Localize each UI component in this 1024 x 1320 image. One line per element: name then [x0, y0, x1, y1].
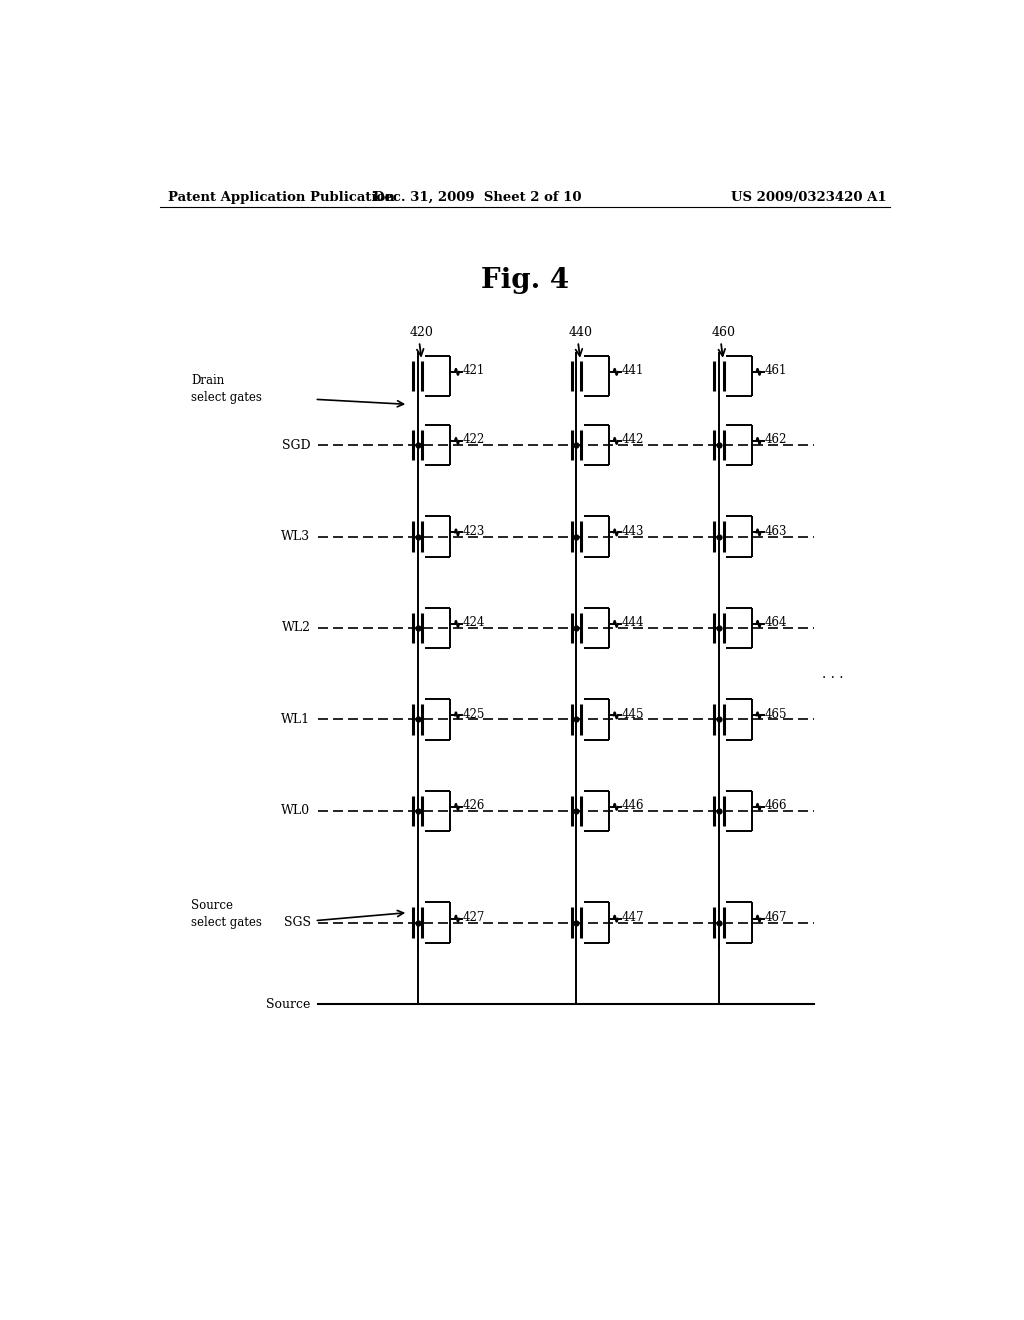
Text: Source
select gates: Source select gates [191, 899, 262, 928]
Text: 445: 445 [622, 708, 644, 721]
Text: 466: 466 [765, 800, 787, 812]
Text: 465: 465 [765, 708, 787, 721]
Text: Dec. 31, 2009  Sheet 2 of 10: Dec. 31, 2009 Sheet 2 of 10 [373, 190, 582, 203]
Text: Drain
select gates: Drain select gates [191, 374, 262, 404]
Text: 442: 442 [622, 433, 644, 446]
Text: 421: 421 [463, 364, 485, 378]
Text: 441: 441 [622, 364, 644, 378]
Text: SGD: SGD [282, 438, 310, 451]
Text: 444: 444 [622, 616, 644, 630]
Text: 427: 427 [463, 911, 485, 924]
Text: . . .: . . . [822, 667, 844, 681]
Text: 467: 467 [765, 911, 787, 924]
Text: 440: 440 [568, 326, 593, 339]
Text: Fig. 4: Fig. 4 [480, 267, 569, 294]
Text: WL0: WL0 [282, 804, 310, 817]
Text: 425: 425 [463, 708, 485, 721]
Text: Patent Application Publication: Patent Application Publication [168, 190, 394, 203]
Text: WL1: WL1 [282, 713, 310, 726]
Text: 446: 446 [622, 800, 644, 812]
Text: 463: 463 [765, 525, 787, 539]
Text: 424: 424 [463, 616, 485, 630]
Text: 426: 426 [463, 800, 485, 812]
Text: 423: 423 [463, 525, 485, 539]
Text: WL2: WL2 [282, 622, 310, 635]
Text: 443: 443 [622, 525, 644, 539]
Text: 461: 461 [765, 364, 786, 378]
Text: 420: 420 [410, 326, 433, 339]
Text: SGS: SGS [284, 916, 310, 929]
Text: 460: 460 [712, 326, 735, 339]
Text: 464: 464 [765, 616, 787, 630]
Text: US 2009/0323420 A1: US 2009/0323420 A1 [731, 190, 887, 203]
Text: 462: 462 [765, 433, 786, 446]
Text: Source: Source [266, 998, 310, 1011]
Text: WL3: WL3 [282, 531, 310, 543]
Text: 422: 422 [463, 433, 485, 446]
Text: 447: 447 [622, 911, 644, 924]
